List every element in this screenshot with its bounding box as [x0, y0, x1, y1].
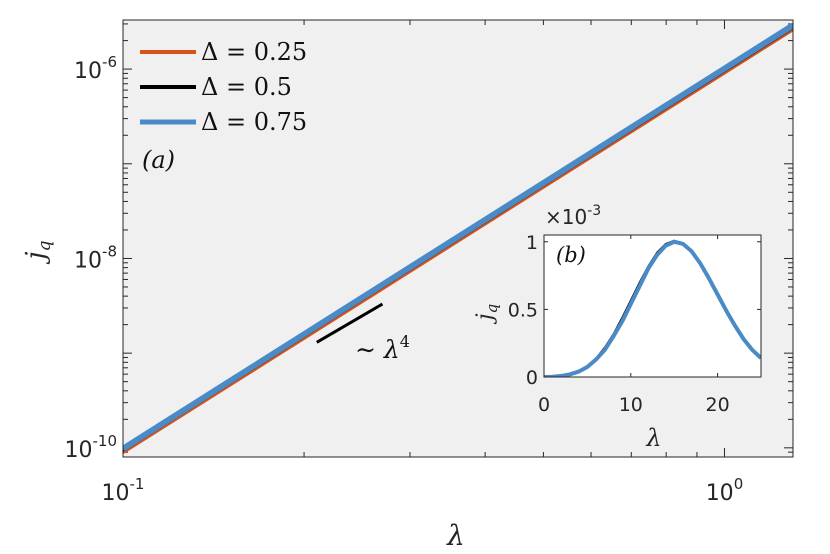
panel-label-a: (a) — [142, 146, 175, 174]
inset-y-tick-label: 0 — [526, 367, 538, 389]
main-x-tick-label: 100 — [706, 475, 744, 506]
inset-x-tick-label: 0 — [538, 394, 550, 416]
inset-plot: 0 10 20 00.51 ×10-3 (b) λ jq — [473, 203, 762, 452]
slope-annotation-text: ∼ λ — [355, 335, 400, 364]
inset-y-axis-label-sub: q — [483, 304, 501, 314]
legend-label-delta-0.75: Δ = 0.75 — [201, 108, 307, 136]
legend: Δ = 0.25 Δ = 0.5 Δ = 0.75 — [140, 38, 307, 136]
inset-series-line — [544, 239, 761, 377]
main-series-lines — [123, 22, 793, 454]
inset-multiplier: ×10-3 — [545, 203, 601, 229]
main-y-axis-label-main: j — [21, 251, 51, 264]
inset-x-axis-label: λ — [645, 424, 661, 452]
main-y-tick-label: 10-6 — [74, 53, 117, 84]
main-axis-ticks — [122, 20, 793, 458]
slope-annotation: ∼ λ4 — [355, 332, 410, 364]
main-series-line — [123, 22, 793, 452]
panel-label-b: (b) — [556, 243, 586, 267]
inset-series-lines — [544, 239, 761, 377]
inset-x-tick-labels: 0 10 20 — [538, 394, 730, 416]
inset-multiplier-exponent: -3 — [587, 203, 601, 219]
legend-label-delta-0.5: Δ = 0.5 — [201, 73, 292, 101]
main-x-tick-label: 10-1 — [102, 475, 145, 506]
svg-text:jq: jq — [21, 240, 55, 264]
inset-multiplier-base: ×10 — [545, 205, 587, 229]
main-x-axis-label: λ — [446, 519, 465, 552]
slope-guide-line — [316, 302, 384, 344]
inset-y-tick-label: 1 — [526, 232, 538, 254]
main-y-tick-label: 10-10 — [65, 432, 118, 463]
legend-label-delta-0.25: Δ = 0.25 — [201, 38, 307, 66]
main-series-line — [123, 28, 793, 454]
main-y-axis-label-sub: q — [35, 240, 55, 251]
main-y-tick-label: 10-8 — [74, 242, 117, 273]
main-x-tick-labels: 10-1 100 — [102, 475, 744, 506]
inset-y-tick-labels: 00.51 — [508, 232, 538, 389]
slope-annotation-exponent: 4 — [400, 332, 410, 351]
main-y-axis-label: jq — [21, 240, 55, 264]
inset-y-tick-label: 0.5 — [508, 299, 538, 321]
main-y-tick-labels: 10-10 10-8 10-6 — [65, 53, 118, 463]
main-plot-frame — [122, 19, 794, 458]
inset-x-tick-label: 10 — [619, 394, 643, 416]
inset-x-tick-label: 20 — [706, 394, 730, 416]
inset-plot-frame — [543, 234, 762, 378]
